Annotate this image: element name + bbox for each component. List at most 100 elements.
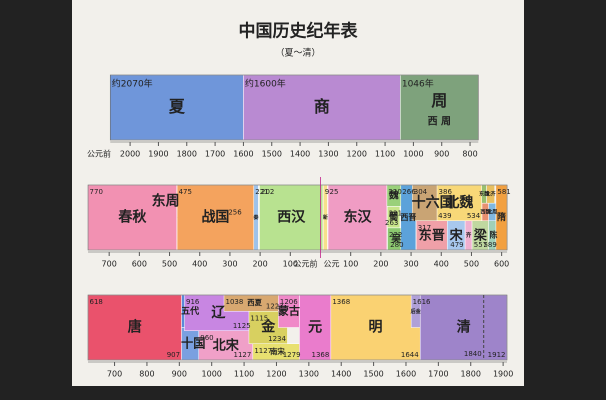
end-year: 479 (450, 241, 463, 249)
start-year: 1368 (332, 298, 350, 306)
tick-label: 100 (343, 260, 358, 269)
tick-label: 200 (373, 260, 388, 269)
start-year: 220 (388, 188, 401, 196)
tick-label: 200 (252, 260, 267, 269)
tick-label: 500 (464, 260, 479, 269)
dynasty-block (327, 184, 388, 251)
start-year: 约1600年 (245, 78, 286, 90)
row-frame (87, 294, 508, 361)
tick-label: 1300 (318, 150, 338, 159)
start-year: 266 (402, 188, 416, 196)
dynasty-name: 宋 (450, 226, 464, 243)
end-year: 1644 (401, 351, 419, 359)
end-year: 907 (167, 351, 180, 359)
end-year: 439 (438, 212, 451, 220)
tick-label: 1000 (403, 150, 423, 159)
dynasty-block (110, 74, 244, 141)
dynasty-name: 战国 (201, 209, 229, 226)
start-year: 202 (261, 188, 274, 196)
tick-label: 1600 (396, 370, 416, 379)
start-year: 1115 (250, 314, 268, 322)
tick-label: 800 (139, 370, 154, 379)
tick-label: 1100 (375, 150, 395, 159)
dynasty-block (436, 184, 482, 221)
dynasty-name: 西汉 (277, 210, 306, 226)
end-year: 557 (474, 241, 487, 249)
end-year: 534 (467, 212, 481, 220)
dynasty-name: 吴 (391, 233, 401, 245)
dynasty-name: 清 (457, 319, 471, 336)
end-year: 1368 (312, 351, 330, 359)
dynasty-name: 金 (260, 319, 276, 336)
dynasty-name: 蒙古 (278, 303, 300, 317)
dynasty-name: 东晋 (419, 226, 445, 243)
start-year: 222 (389, 231, 402, 239)
dynasty-name: 西魏 (480, 208, 490, 215)
dynasty-subname: 西 周 (428, 116, 451, 128)
dynasty-name: 北周 (487, 208, 497, 215)
dynasty-name: 蜀 (389, 212, 399, 223)
end-year: 1279 (283, 351, 301, 359)
dynasty-name: 齐 (466, 231, 472, 239)
start-year: 618 (90, 298, 103, 306)
row-frame (87, 184, 508, 251)
dynasty-block (87, 184, 178, 251)
tick-label: 900 (172, 370, 187, 379)
dynasty-name: 北齐 (486, 191, 497, 198)
dynasty-name: 十国 (181, 335, 205, 350)
tick-label: 1500 (363, 370, 383, 379)
dynasty-name: 西晋 (400, 213, 416, 222)
tick-label: 300 (403, 260, 418, 269)
dynasty-block (415, 220, 448, 251)
dynasty-block (419, 294, 508, 361)
end-year: 1125 (233, 322, 251, 330)
tick-label: 1800 (177, 150, 197, 159)
start-year: 9 (325, 188, 329, 196)
dynasty-block (330, 294, 421, 361)
start-year: 581 (497, 188, 510, 196)
end-year: 1912 (488, 351, 506, 359)
start-year: 约2070年 (112, 78, 153, 90)
dynasty-block (176, 184, 255, 251)
tick-label: 1400 (331, 370, 351, 379)
start-year: 1046年 (402, 78, 434, 90)
start-year: 221 (389, 209, 402, 217)
start-year: 1206 (280, 298, 298, 306)
end-year: 263 (385, 219, 398, 227)
tick-label: 700 (102, 260, 117, 269)
dynasty-name: 春秋 (117, 209, 147, 226)
dynasty-name: 陈 (490, 229, 498, 239)
subtitle: （夏～清） (275, 47, 320, 59)
tick-label: 2000 (120, 150, 140, 159)
tick-label: 1900 (148, 150, 168, 159)
dynasty-name: 梁 (473, 226, 488, 243)
start-year: 1038 (226, 298, 244, 306)
dynasty-block (400, 74, 479, 141)
tick-label: 1300 (299, 370, 319, 379)
dynasty-name: 唐 (128, 319, 142, 336)
tick-label: 1900 (493, 370, 513, 379)
marker-label: 1840 (464, 350, 482, 358)
start-year: 1127 (254, 347, 272, 355)
dynasty-name: 十六国 (412, 194, 454, 211)
tick-label: 900 (434, 150, 449, 159)
dynasty-name: 隋 (497, 211, 506, 223)
tick-label: 1200 (347, 150, 367, 159)
end-year: 589 (483, 241, 496, 249)
dynasty-name: 东汉 (343, 209, 372, 226)
end-year: 256 (228, 209, 242, 217)
tick-label: 100 (283, 260, 298, 269)
start-year: 916 (186, 298, 200, 306)
dynasty-name: 北宋 (213, 336, 240, 353)
row-frame (109, 74, 479, 141)
title: 中国历史纪年表 (239, 21, 359, 42)
tick-label: 1700 (205, 150, 225, 159)
start-year: 304 (414, 188, 428, 196)
dynasty-name: 东周 (152, 192, 180, 209)
tick-label: 300 (222, 260, 237, 269)
tick-label: 1600 (233, 150, 253, 159)
start-year: 1616 (413, 298, 431, 306)
start-year: 770 (90, 188, 103, 196)
